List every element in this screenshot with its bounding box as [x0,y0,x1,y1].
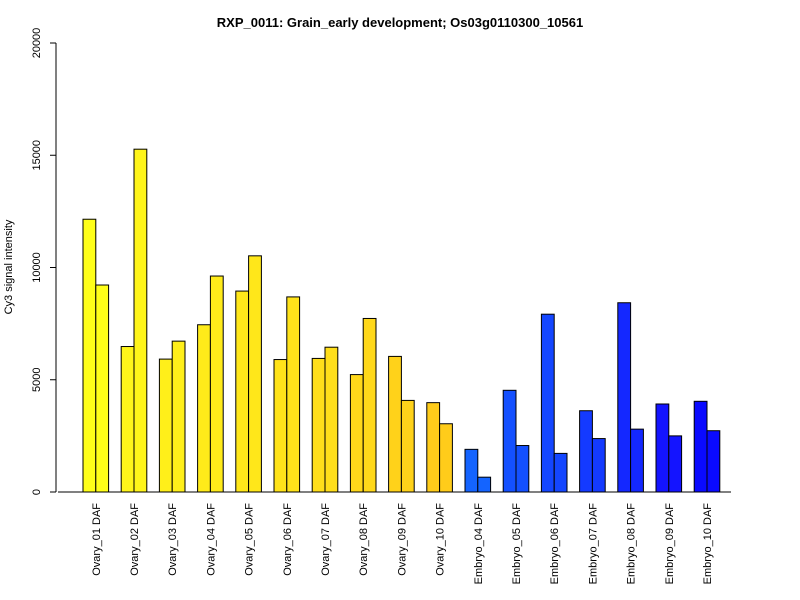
y-tick-label: 5000 [31,368,43,392]
x-tick-label: Embryo_06 DAF [549,503,561,585]
x-axis-tick-labels: Ovary_01 DAF Ovary_02 DAF Ovary_03 DAF Ovar… [91,503,714,585]
x-tick-label: Ovary_05 DAF [244,503,256,576]
chart-title: RXP_0011: Grain_early development; Os03g… [217,15,583,30]
bar [693,400,708,493]
x-tick-label: Embryo_10 DAF [702,503,714,585]
y-tick-label: 15000 [31,140,43,171]
x-tick-label: Embryo_07 DAF [587,503,599,585]
x-tick-label: Ovary_02 DAF [129,503,141,576]
bar [630,428,644,493]
bar [311,357,326,493]
x-tick-label: Ovary_08 DAF [358,503,370,576]
x-tick-label: Ovary_10 DAF [435,503,447,576]
bar [273,359,288,493]
bar [324,346,339,493]
x-tick-label: Ovary_01 DAF [91,503,103,576]
bar [133,148,148,493]
bar [668,435,683,493]
bar [235,290,250,493]
x-tick-label: Ovary_04 DAF [205,503,217,576]
bar [248,255,262,493]
x-tick-label: Ovary_03 DAF [167,503,179,576]
bar [286,296,301,493]
bar [502,389,517,493]
x-tick-label: Ovary_06 DAF [282,503,294,576]
bar [706,430,721,493]
bar [591,438,606,493]
x-tick-label: Embryo_09 DAF [664,503,676,585]
y-tick-label: 10000 [31,252,43,283]
bar [171,340,186,493]
y-axis: 0 5000 10000 15000 20000 [31,28,57,495]
bar [655,403,670,493]
bar [197,324,211,493]
bar [349,374,364,493]
x-tick-label: Embryo_04 DAF [473,503,485,585]
bar [540,313,555,493]
y-axis-label: Cy3 signal intensity [3,219,15,314]
bar [158,358,173,493]
y-tick-label: 20000 [31,28,43,59]
bar [120,346,135,493]
bar [515,445,530,493]
bar [426,402,441,493]
bar [400,399,415,493]
bar [477,476,492,493]
bar [209,275,224,493]
bar [362,317,377,493]
bar [82,218,97,493]
y-tick-label: 0 [31,489,43,495]
x-tick-label: Embryo_05 DAF [511,503,523,585]
bar [439,423,453,493]
bar [579,410,593,493]
x-tick-label: Ovary_09 DAF [396,503,408,576]
bar-group [82,148,721,493]
x-tick-label: Ovary_07 DAF [320,503,332,576]
bar [617,302,632,493]
bar [388,355,402,493]
bar [464,448,479,493]
bar [95,284,110,493]
x-tick-label: Embryo_08 DAF [626,503,638,585]
bar [553,452,568,493]
